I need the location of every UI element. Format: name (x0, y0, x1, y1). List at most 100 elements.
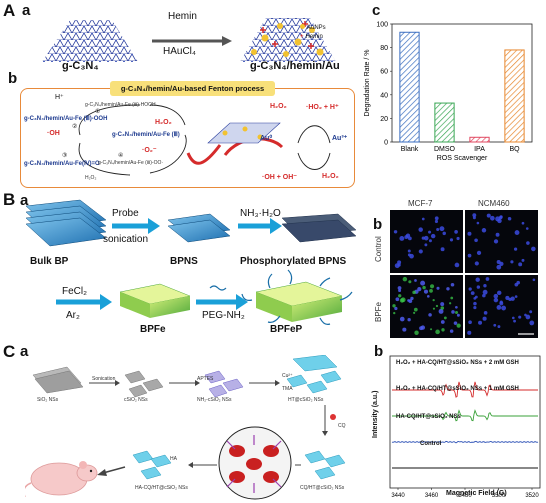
gc3n4-label: g-C₃N₄ (62, 60, 99, 72)
cell-nucleus (393, 230, 398, 234)
row-label-control: Control (374, 236, 383, 262)
row-label-bpfe: BPFe (374, 301, 383, 322)
green-signal (440, 306, 445, 310)
arrow-cu: Cu²⁺ (282, 373, 293, 379)
h2o2-right-top: H₂O₂ (270, 103, 287, 110)
cell-nucleus (456, 236, 460, 241)
green-signal (393, 311, 396, 315)
peg-label: PEG-NH₂ (202, 310, 245, 321)
cell-nucleus (496, 290, 502, 296)
bpfe-label: BPFe (140, 324, 166, 335)
green-signal (430, 328, 433, 331)
bar-blank (399, 31, 420, 143)
green-signal (413, 311, 416, 314)
cell-nucleus (428, 239, 432, 243)
legend-hemin: Hemin (305, 34, 323, 40)
arrow-aptes: APTES (197, 376, 214, 382)
ha-cq-sheets (132, 450, 172, 480)
y-axis-label: Degradation Rate / % (364, 50, 371, 117)
cell-nucleus (513, 247, 518, 251)
cell-nucleus (419, 326, 424, 331)
cell-nucleus (467, 330, 472, 335)
cell-nucleus (524, 313, 527, 317)
cell-nucleus (446, 287, 450, 291)
fecl2-label: FeCl₂ (62, 286, 87, 297)
cell-nucleus (497, 325, 501, 329)
panel-a-sub-b: b (8, 70, 18, 87)
nanosheet-mini (207, 122, 281, 144)
bar-ipa (469, 136, 490, 143)
esr-xlabel: Magnetic Field (G) (446, 490, 507, 497)
cell-nucleus (455, 305, 458, 309)
cell-nucleus (449, 238, 454, 242)
green-signal (422, 285, 426, 290)
arrow-sonication: Sonication (92, 376, 116, 382)
green-signal (441, 328, 445, 332)
cq-ht-sheets (304, 450, 346, 480)
micrograph-tile (390, 275, 463, 338)
arrow-top-label: Hemin (168, 11, 197, 22)
y-tick-label: 0 (384, 140, 388, 147)
cell-nucleus (521, 258, 525, 262)
cell-nucleus (518, 315, 522, 319)
au-nanoparticles (251, 23, 324, 57)
gc3n4-lattice (42, 20, 138, 62)
cell-nucleus (482, 293, 486, 298)
cell-nucleus (410, 296, 414, 301)
cell-nucleus (418, 249, 423, 254)
sio2-sheets (32, 366, 84, 394)
x-tick-label: Blank (401, 146, 419, 153)
cell-nucleus (436, 286, 440, 290)
cell-nucleus (495, 232, 500, 237)
green-signal (429, 284, 435, 289)
cell-nucleus (430, 233, 436, 239)
cell-nucleus (525, 314, 531, 320)
fenton-cycle (78, 104, 331, 176)
peg-squiggle (209, 285, 227, 291)
hemin-legend-icon: + (300, 34, 304, 40)
cell-nucleus (529, 320, 535, 326)
cell-nucleus (449, 329, 454, 333)
cell-nucleus (493, 297, 499, 303)
cell-nucleus (493, 293, 499, 299)
cell-nucleus (525, 227, 529, 230)
cell-nucleus (475, 277, 480, 282)
h2o2-right-bottom: H₂O₂ (322, 173, 339, 180)
y-tick-label: 100 (376, 22, 388, 29)
cell-nucleus (438, 308, 444, 314)
cell-nucleus (499, 261, 504, 266)
cell-nucleus (521, 221, 525, 225)
cell-nucleus (474, 295, 478, 299)
green-signal (402, 276, 408, 282)
col-label-mcf7: MCF-7 (408, 199, 433, 208)
arrow-tma: TMA (282, 386, 293, 392)
x-axis-label: ROS Scavenger (437, 155, 488, 162)
cell-nucleus (481, 228, 487, 233)
micrograph-tile (465, 275, 538, 338)
cell-nucleus (486, 213, 491, 218)
legend: AuNPs + Hemin (300, 24, 326, 42)
cell-nucleus (472, 213, 477, 218)
green-signal (400, 297, 406, 303)
cell-nucleus (468, 287, 472, 291)
esr-label-1mm: H₂O₂ + HA-CQ/HT@sSiO₂ NSs + 1 mM GSH (396, 386, 519, 392)
o2-radical: ·O₂⁻ (142, 147, 157, 154)
phos-bpns-label: Phosphorylated BPNS (240, 256, 347, 267)
arrow-cq: CQ (338, 423, 346, 429)
ooh-species: g-C₃N₄/hemin/Au-Fe (Ⅲ)-OOH (24, 116, 108, 122)
cell-nucleus (505, 295, 510, 301)
cell-nucleus (474, 261, 479, 266)
cell-nucleus (451, 310, 455, 314)
panel-a-letter: A (3, 1, 16, 20)
esr-spectrum-line (391, 440, 539, 444)
x-tick-label: BQ (509, 146, 520, 153)
ho2-label: ·HO₂ + H⁺ (306, 104, 339, 111)
cell-nucleus (499, 301, 504, 306)
arrow-ha: HA (170, 456, 177, 462)
cell-nucleus (493, 239, 499, 244)
panel-c-sub-b: b (374, 343, 384, 360)
cell-nucleus (516, 280, 520, 285)
cell-nucleus (426, 294, 430, 298)
cell-nucleus (407, 318, 411, 322)
cell-nucleus (511, 316, 515, 320)
